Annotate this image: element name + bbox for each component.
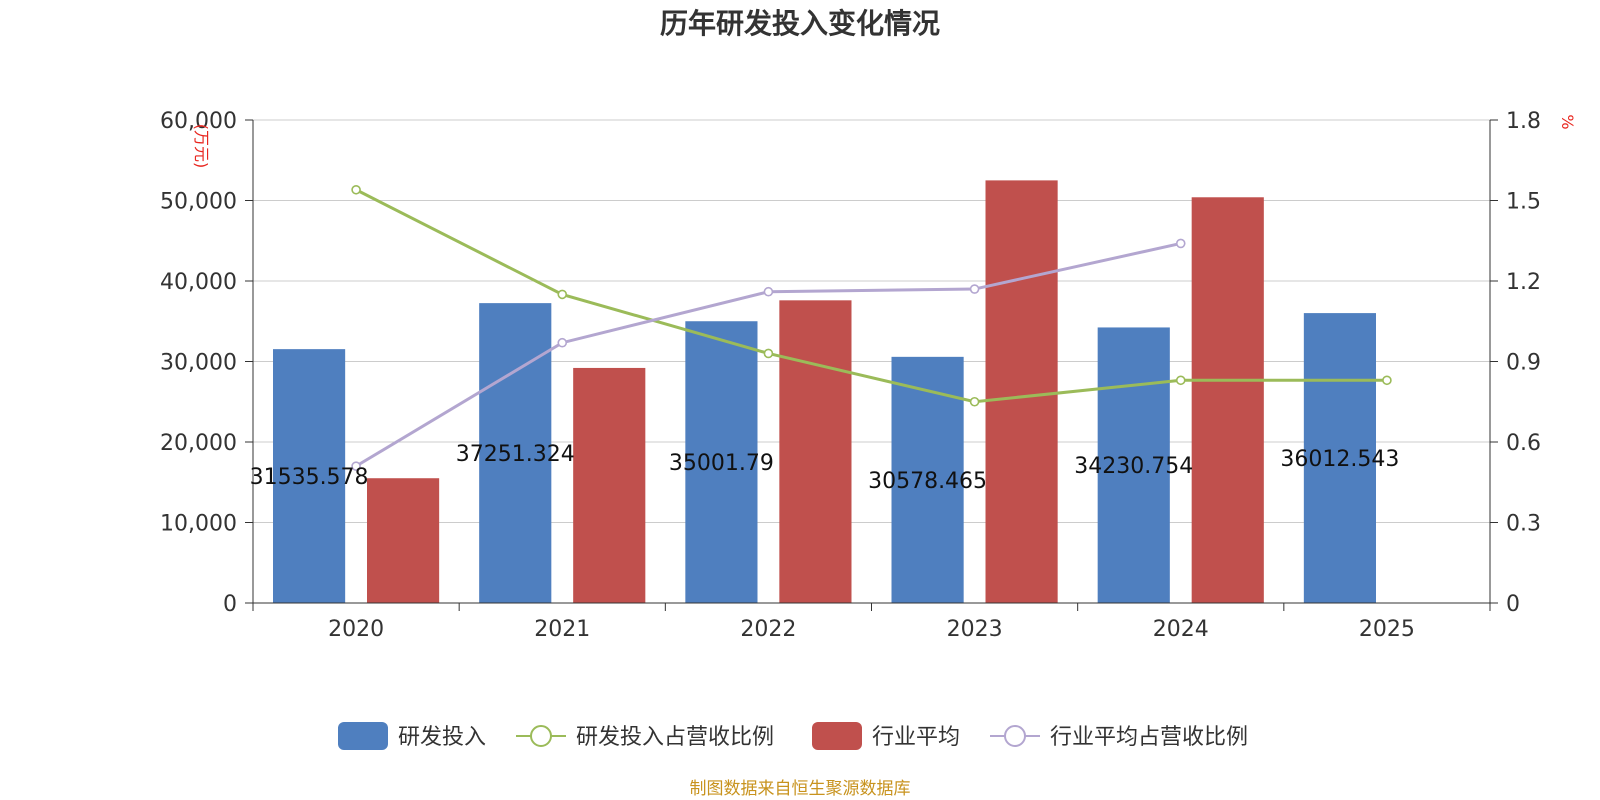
legend-label: 行业平均占营收比例 [1050, 725, 1248, 750]
line-point [763, 286, 774, 297]
bar [685, 321, 758, 603]
data-label: 34230.754 [1074, 454, 1193, 479]
legend-swatch [338, 722, 388, 750]
bar [1097, 327, 1170, 603]
right-axis-tick-label: 0.9 [1506, 351, 1541, 376]
data-labels: 31535.578 37251.324 35001.79 30578.465 34230… [250, 442, 1400, 494]
bar [1191, 197, 1264, 603]
line-point [763, 348, 774, 359]
legend-item-industry-ratio[interactable]: 行业平均占营收比例 [990, 725, 1248, 750]
line-point [969, 396, 980, 407]
bars [273, 180, 1376, 603]
legend-marker [1004, 725, 1026, 747]
legend-item-rd-ratio[interactable]: 研发投入占营收比例 [516, 725, 774, 750]
bar [479, 303, 552, 603]
left-axis-tick-label: 50,000 [160, 190, 237, 215]
x-axis-tick-label: 2021 [534, 617, 590, 642]
x-axis-tick-label: 2023 [947, 617, 1003, 642]
axes: 0 0 10,000 0.3 20,000 0.6 30,000 0.9 40,000 1.2 50… [160, 109, 1541, 642]
bar [1303, 313, 1376, 603]
right-axis-tick-label: 1.8 [1506, 109, 1541, 134]
left-axis-tick-label: 40,000 [160, 270, 237, 295]
line-point [969, 284, 980, 294]
left-axis-tick-label: 30,000 [160, 351, 237, 376]
legend-label: 研发投入 [398, 725, 486, 750]
legend-label: 行业平均 [872, 725, 960, 750]
line-point [557, 289, 568, 300]
x-axis-tick-label: 2025 [1359, 617, 1415, 642]
bar [985, 180, 1058, 603]
bar [779, 300, 852, 603]
legend: 研发投入 研发投入占营收比例 行业平均 行业平均占营收比例 [338, 722, 1248, 750]
chart-title: 历年研发投入变化情况 [660, 7, 940, 40]
right-axis-unit: % [1558, 114, 1577, 129]
right-axis-tick-label: 0.3 [1506, 512, 1541, 537]
legend-item-rd-investment[interactable]: 研发投入 [338, 722, 486, 750]
line-point [351, 461, 361, 471]
data-label: 35001.79 [669, 451, 774, 476]
left-axis-unit: (万元) [192, 124, 211, 169]
legend-item-industry-average[interactable]: 行业平均 [812, 722, 960, 750]
data-label: 31535.578 [250, 465, 369, 490]
left-axis-tick-label: 10,000 [160, 512, 237, 537]
line-point [1175, 375, 1186, 386]
data-label: 36012.543 [1280, 447, 1399, 472]
series-line [355, 188, 1387, 404]
left-axis-tick-label: 60,000 [160, 109, 237, 134]
x-axis-tick-label: 2022 [740, 617, 796, 642]
series-lines [351, 184, 1392, 471]
line-point [557, 337, 568, 348]
right-axis-tick-label: 0 [1506, 592, 1520, 617]
left-axis-tick-label: 20,000 [160, 431, 237, 456]
legend-swatch [812, 722, 862, 750]
x-axis-tick-label: 2020 [328, 617, 384, 642]
bar [273, 349, 346, 603]
legend-label: 研发投入占营收比例 [576, 725, 774, 750]
right-axis-tick-label: 1.2 [1506, 270, 1541, 295]
right-axis-tick-label: 1.5 [1506, 190, 1541, 215]
bar [573, 367, 646, 603]
source-note: 制图数据来自恒生聚源数据库 [690, 779, 911, 799]
left-axis-tick-label: 0 [223, 592, 237, 617]
legend-marker [530, 725, 552, 747]
data-label: 37251.324 [456, 442, 575, 467]
line-point [1382, 375, 1392, 386]
line-point [351, 184, 361, 195]
line-point [1175, 238, 1186, 249]
bar [367, 478, 440, 603]
right-axis-tick-label: 0.6 [1506, 431, 1541, 456]
data-label: 30578.465 [868, 469, 987, 494]
grid-lines [253, 119, 1490, 523]
x-axis-tick-label: 2024 [1153, 617, 1209, 642]
